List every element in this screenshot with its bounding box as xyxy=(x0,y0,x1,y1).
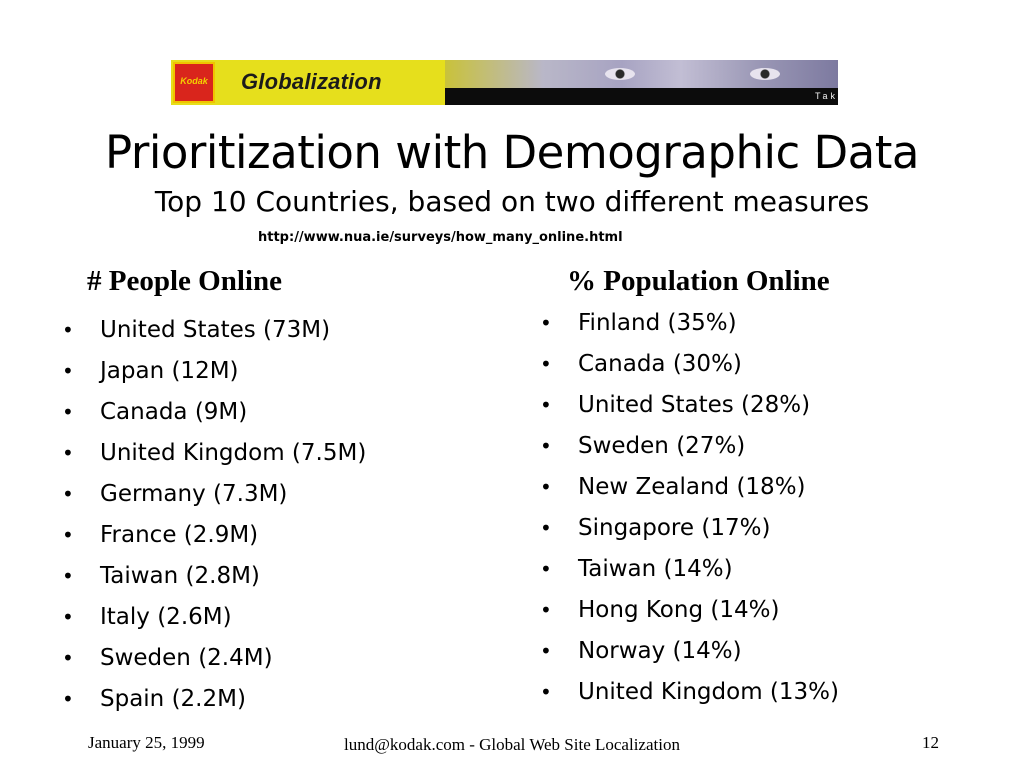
list-item: • Japan (12M) xyxy=(60,353,366,394)
list-item-label: Taiwan (2.8M) xyxy=(100,563,260,589)
bullet-icon: • xyxy=(540,516,552,540)
list-item-label: United States (28%) xyxy=(578,392,811,418)
people-online-heading: # People Online xyxy=(87,265,282,297)
bullet-icon: • xyxy=(540,393,552,417)
source-url: http://www.nua.ie/surveys/how_many_onlin… xyxy=(258,230,623,245)
list-item-label: Hong Kong (14%) xyxy=(578,597,780,623)
bullet-icon: • xyxy=(62,318,74,342)
list-item: • United Kingdom (7.5M) xyxy=(60,435,366,476)
list-item-label: United Kingdom (13%) xyxy=(578,679,839,705)
banner-face-image xyxy=(445,60,838,88)
list-item-label: Japan (12M) xyxy=(100,358,239,384)
list-item-label: Canada (9M) xyxy=(100,399,248,425)
list-item: • Spain (2.2M) xyxy=(60,681,366,722)
list-item: • United States (73M) xyxy=(60,312,366,353)
people-online-list: • United States (73M) • Japan (12M) • Canad… xyxy=(60,312,366,722)
list-item-label: New Zealand (18%) xyxy=(578,474,806,500)
list-item-label: Sweden (2.4M) xyxy=(100,645,273,671)
list-item-label: Taiwan (14%) xyxy=(578,556,733,582)
list-item-label: France (2.9M) xyxy=(100,522,259,548)
list-item-label: Sweden (27%) xyxy=(578,433,746,459)
list-item: • Canada (9M) xyxy=(60,394,366,435)
list-item: • Sweden (27%) xyxy=(538,428,839,469)
list-item-label: Canada (30%) xyxy=(578,351,742,377)
bullet-icon: • xyxy=(62,441,74,465)
slide-subtitle: Top 10 Countries, based on two different… xyxy=(154,185,870,218)
bullet-icon: • xyxy=(62,482,74,506)
bullet-icon: • xyxy=(62,523,74,547)
footer-date: January 25, 1999 xyxy=(88,733,205,752)
list-item-label: Spain (2.2M) xyxy=(100,686,246,712)
kodak-logo-text: Kodak xyxy=(180,76,208,86)
bullet-icon: • xyxy=(62,687,74,711)
bullet-icon: • xyxy=(62,400,74,424)
list-item-label: Germany (7.3M) xyxy=(100,481,288,507)
list-item: • United States (28%) xyxy=(538,387,839,428)
list-item: • Taiwan (2.8M) xyxy=(60,558,366,599)
bullet-icon: • xyxy=(540,557,552,581)
bullet-icon: • xyxy=(540,598,552,622)
list-item: • Singapore (17%) xyxy=(538,510,839,551)
bullet-icon: • xyxy=(540,352,552,376)
list-item: • France (2.9M) xyxy=(60,517,366,558)
bullet-icon: • xyxy=(62,605,74,629)
banner-tagline-band: Take Pictures. Further.™ xyxy=(445,88,838,105)
list-item-label: United States (73M) xyxy=(100,317,331,343)
list-item-label: Italy (2.6M) xyxy=(100,604,232,630)
bullet-icon: • xyxy=(540,311,552,335)
list-item: • Sweden (2.4M) xyxy=(60,640,366,681)
eye-graphic xyxy=(605,68,635,80)
list-item-label: Norway (14%) xyxy=(578,638,742,664)
banner-tagline: Take Pictures. Further.™ xyxy=(815,91,838,101)
population-online-heading: % Population Online xyxy=(567,265,830,297)
slide-number: 12 xyxy=(922,733,939,752)
list-item: • Taiwan (14%) xyxy=(538,551,839,592)
list-item-label: Finland (35%) xyxy=(578,310,737,336)
population-online-list: • Finland (35%) • Canada (30%) • United Sta… xyxy=(538,305,839,715)
header-banner: Kodak Globalization Take Pictures. Furth… xyxy=(171,60,838,105)
bullet-icon: • xyxy=(540,475,552,499)
bullet-icon: • xyxy=(540,434,552,458)
list-item: • Norway (14%) xyxy=(538,633,839,674)
footer-author: lund@kodak.com - Global Web Site Localiz… xyxy=(344,735,680,754)
banner-title: Globalization xyxy=(241,69,382,94)
list-item-label: Singapore (17%) xyxy=(578,515,771,541)
bullet-icon: • xyxy=(62,646,74,670)
list-item: • Canada (30%) xyxy=(538,346,839,387)
list-item: • Hong Kong (14%) xyxy=(538,592,839,633)
list-item: • Germany (7.3M) xyxy=(60,476,366,517)
slide-title: Prioritization with Demographic Data xyxy=(105,126,919,179)
list-item: • Finland (35%) xyxy=(538,305,839,346)
list-item: • New Zealand (18%) xyxy=(538,469,839,510)
list-item: • Italy (2.6M) xyxy=(60,599,366,640)
bullet-icon: • xyxy=(62,359,74,383)
list-item-label: United Kingdom (7.5M) xyxy=(100,440,367,466)
bullet-icon: • xyxy=(62,564,74,588)
bullet-icon: • xyxy=(540,680,552,704)
kodak-logo: Kodak xyxy=(173,62,215,103)
list-item: • United Kingdom (13%) xyxy=(538,674,839,715)
eye-graphic xyxy=(750,68,780,80)
bullet-icon: • xyxy=(540,639,552,663)
